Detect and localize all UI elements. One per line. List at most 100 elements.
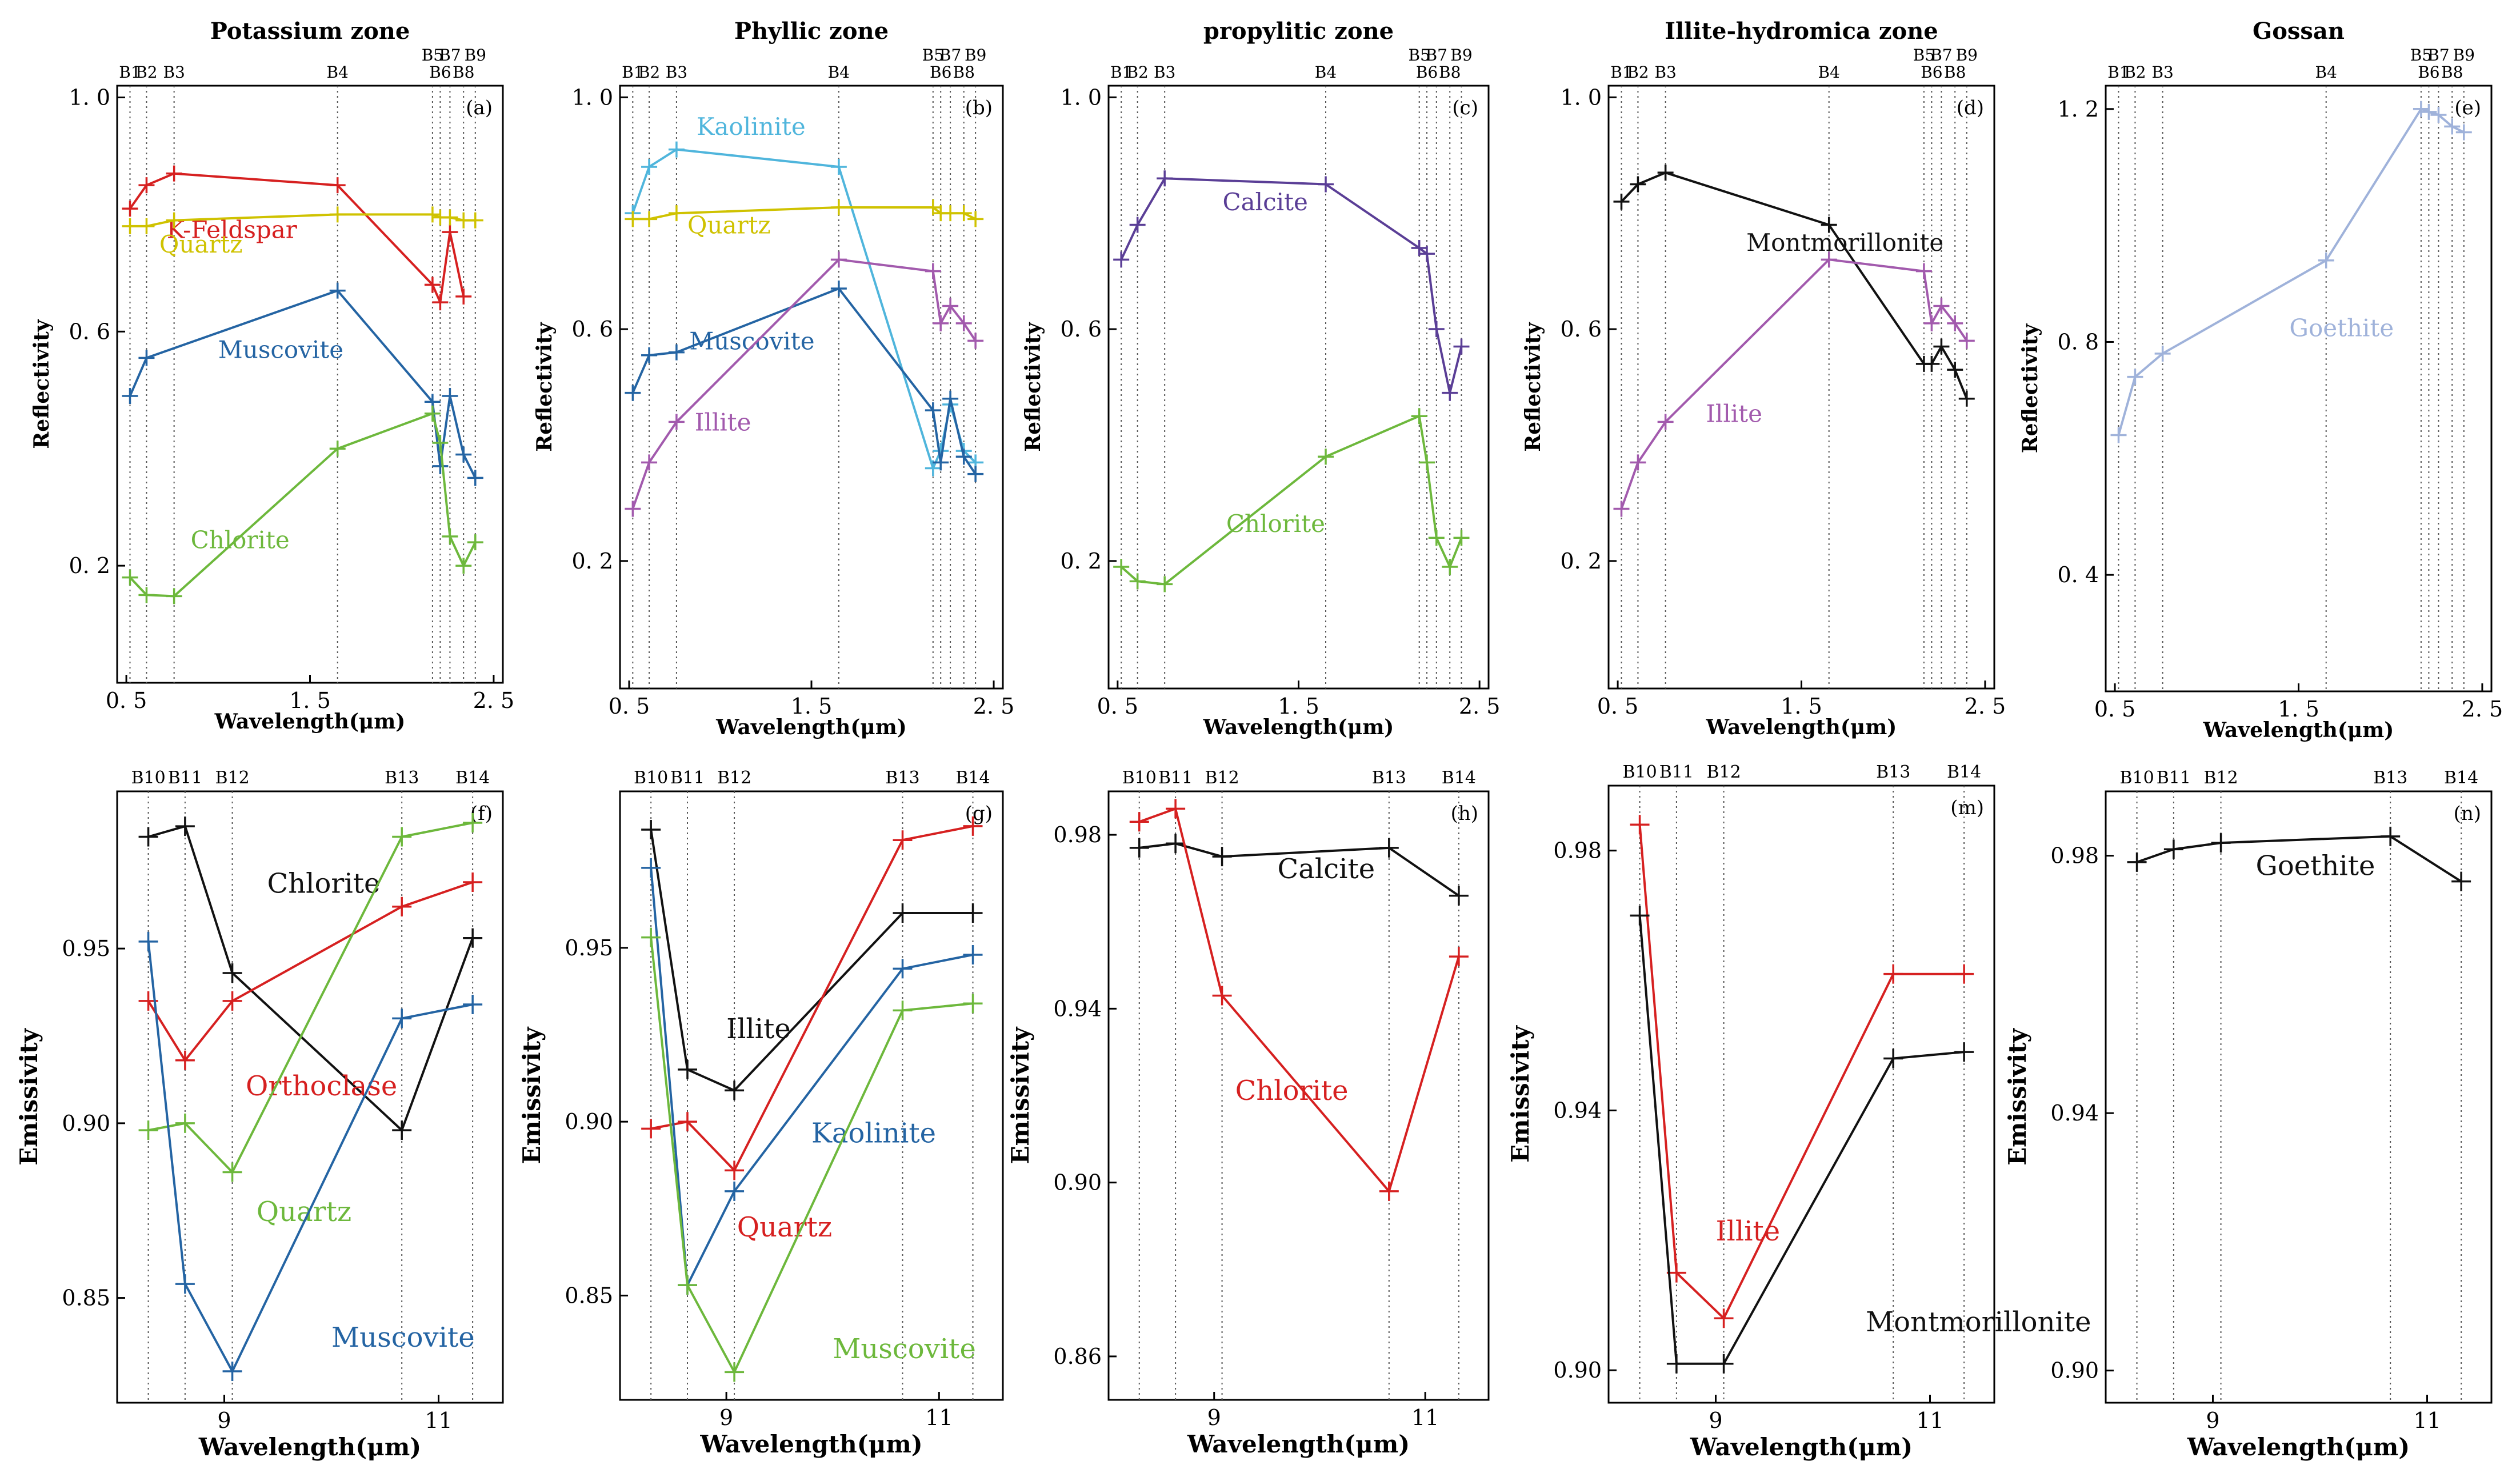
y-axis-label: Reflectivity <box>30 319 54 449</box>
data-point <box>1129 217 1146 233</box>
data-point <box>1157 170 1173 187</box>
band-label: B9 <box>1956 46 1978 65</box>
series-illite: Illite <box>1630 815 1974 1328</box>
data-point <box>893 959 913 979</box>
y-tick-label: 0. 6 <box>69 319 110 344</box>
data-point <box>463 813 483 833</box>
data-point <box>1958 390 1975 407</box>
y-tick-label: 1. 0 <box>1560 85 1602 110</box>
data-point <box>455 558 472 574</box>
data-point <box>175 1050 195 1070</box>
data-point <box>432 434 449 451</box>
band-label: B3 <box>1654 63 1676 82</box>
data-point <box>222 1361 242 1381</box>
data-point <box>830 159 847 175</box>
data-point <box>2318 252 2334 269</box>
panel-title: propylitic zone <box>1203 18 1394 45</box>
series-line <box>1638 824 1965 1320</box>
series-label: Illite <box>695 409 751 437</box>
data-point <box>1821 217 1837 233</box>
data-point <box>424 206 441 223</box>
data-point <box>432 458 449 474</box>
data-point <box>893 830 913 850</box>
data-point <box>1958 333 1975 349</box>
data-point <box>166 588 182 605</box>
data-point <box>830 251 847 268</box>
x-axis-label: Wavelength(μm) <box>2203 718 2394 742</box>
x-tick-label: 1. 5 <box>1781 694 1822 719</box>
y-axis-label: Emissivity <box>518 1026 546 1164</box>
data-point <box>138 177 155 194</box>
band-label: B14 <box>1442 768 1476 788</box>
band-label: B10 <box>131 768 165 788</box>
data-point <box>1379 1181 1399 1201</box>
data-point <box>967 211 984 227</box>
x-tick-label: 2. 5 <box>1965 694 2006 719</box>
data-point <box>641 858 661 878</box>
band-label: B9 <box>465 46 486 65</box>
data-point <box>1630 815 1650 835</box>
band-label: B6 <box>429 63 451 82</box>
data-point <box>725 1362 745 1382</box>
y-axis-label: Emissivity <box>2003 1028 2031 1166</box>
data-point <box>166 165 182 182</box>
data-point <box>1453 530 1470 546</box>
data-point <box>138 931 158 951</box>
data-point <box>668 141 685 158</box>
series-line <box>129 412 477 598</box>
band-label: B12 <box>717 768 751 788</box>
series-calcite: Calcite <box>1129 834 1469 906</box>
series-illite: Illite <box>1613 251 1975 517</box>
y-axis-label: Emissivity <box>15 1028 43 1166</box>
series-label: Quartz <box>159 230 243 258</box>
x-tick-label: 1. 5 <box>791 694 833 719</box>
x-tick-label: 0. 5 <box>609 694 650 719</box>
band-label: B2 <box>1627 63 1649 82</box>
series-line <box>1120 415 1463 586</box>
y-tick-label: 0. 2 <box>1060 549 1102 574</box>
band-label: B1 <box>1110 63 1132 82</box>
data-point <box>1129 838 1149 858</box>
panel-letter: (h) <box>1451 802 1478 825</box>
band-label: B5 <box>422 46 443 65</box>
x-tick-label: 11 <box>425 1408 452 1433</box>
data-point <box>1449 947 1469 967</box>
data-point <box>677 1275 697 1295</box>
series-quartz: Quartz <box>625 199 984 239</box>
data-point <box>1129 573 1146 590</box>
data-point <box>1453 338 1470 355</box>
data-point <box>955 449 972 465</box>
data-point <box>955 205 972 222</box>
x-tick-label: 2. 5 <box>2462 697 2503 722</box>
band-label: B4 <box>327 63 349 82</box>
data-point <box>1449 886 1469 906</box>
series-chlorite: Chlorite <box>1113 408 1470 593</box>
data-point <box>175 1113 195 1133</box>
data-point <box>122 569 138 586</box>
series-kaolinite: Kaolinite <box>641 858 983 1295</box>
data-point <box>641 347 658 363</box>
data-point <box>1947 315 1963 331</box>
panel-letter: (c) <box>1452 97 1478 119</box>
data-point <box>1883 1048 1903 1068</box>
data-point <box>963 945 983 965</box>
data-point <box>933 315 949 331</box>
series-label: Chlorite <box>191 526 290 554</box>
band-label: B13 <box>885 768 919 788</box>
series-line <box>129 172 465 304</box>
y-tick-label: 0.90 <box>62 1111 110 1136</box>
series-chlorite: Chlorite <box>122 405 483 605</box>
data-point <box>1113 251 1130 268</box>
data-point <box>1318 449 1334 465</box>
data-point <box>925 402 941 419</box>
band-label: B8 <box>1944 63 1966 82</box>
series-line <box>1638 915 1965 1365</box>
y-tick-label: 0. 2 <box>571 549 613 574</box>
band-label: B3 <box>163 63 185 82</box>
data-point <box>1883 964 1903 984</box>
data-point <box>2413 101 2429 117</box>
data-point <box>442 224 458 241</box>
data-point <box>963 994 983 1014</box>
